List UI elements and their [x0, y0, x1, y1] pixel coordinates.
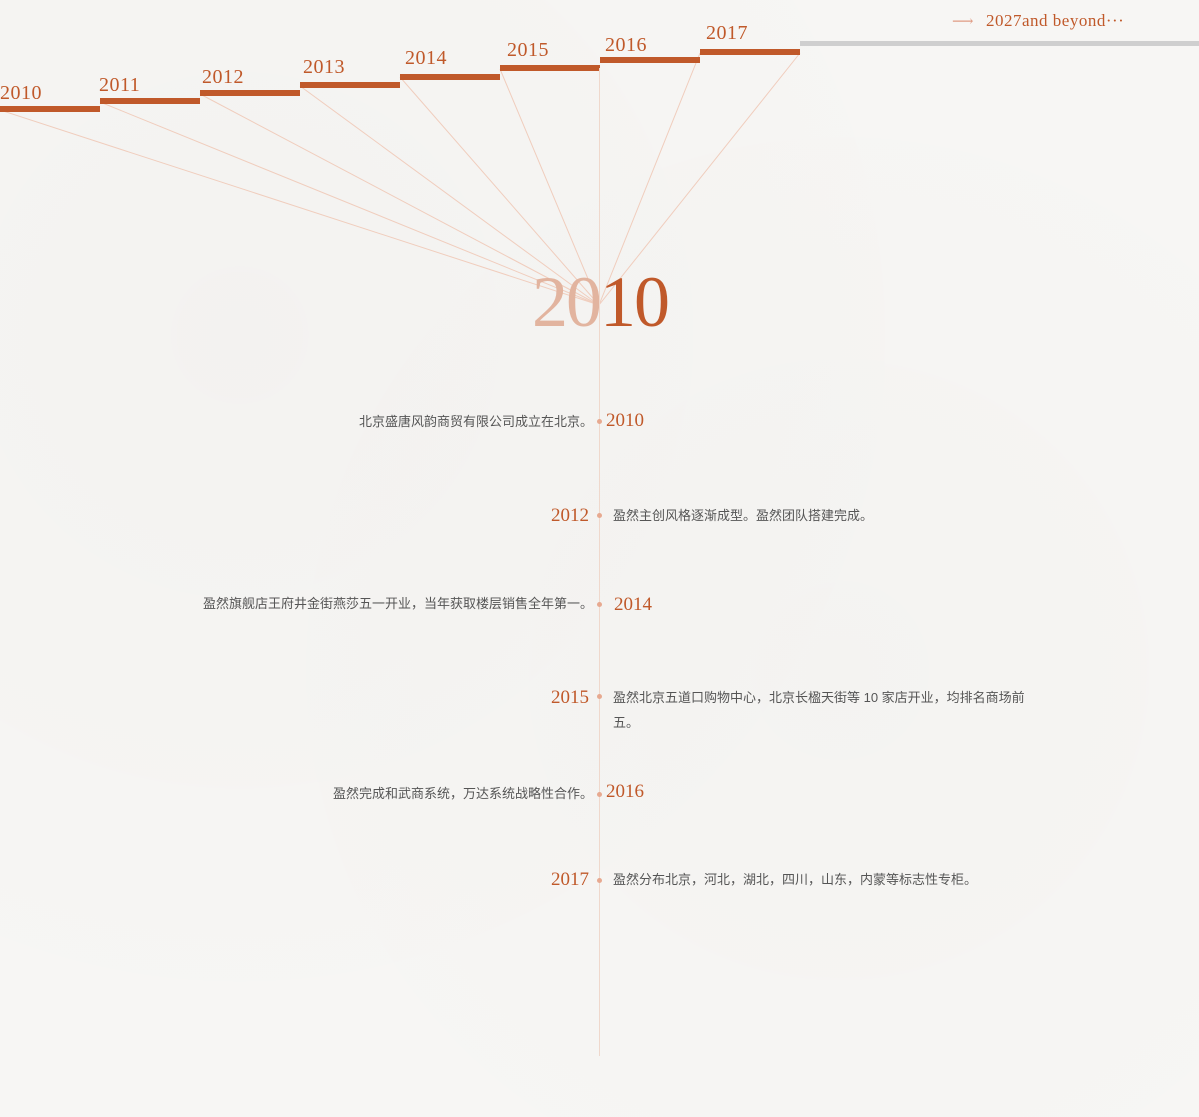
event-year: 2016 [606, 781, 644, 802]
year-tab-2017[interactable]: 2017 [706, 22, 748, 44]
selected-year-part-dark: 10 [600, 262, 670, 342]
future-link[interactable]: ⟶ 2027and beyond··· [952, 11, 1124, 31]
year-tab-2015[interactable]: 2015 [507, 39, 549, 61]
event-year: 2012 [551, 505, 589, 526]
fan-line [0, 109, 600, 306]
year-tab-2014[interactable]: 2014 [405, 47, 447, 69]
event-dot [597, 878, 602, 883]
event-text: 北京盛唐风韵商贸有限公司成立在北京。 [358, 414, 593, 429]
year-tab-2011[interactable]: 2011 [99, 74, 141, 96]
event-dot [597, 513, 602, 518]
event-dot [597, 602, 602, 607]
year-step-2017[interactable] [700, 49, 800, 55]
year-tab-2016[interactable]: 2016 [605, 34, 647, 56]
year-step-2010[interactable] [0, 106, 100, 112]
fan-line [99, 101, 600, 306]
event-text: 盈然主创风格逐渐成型。盈然团队搭建完成。 [613, 508, 874, 523]
event-text: 盈然旗舰店王府井金街燕莎五一开业，当年获取楼层销售全年第一。 [202, 596, 593, 611]
year-step-2015[interactable] [500, 65, 600, 71]
year-tab-2013[interactable]: 2013 [303, 56, 345, 78]
future-label: 2027and beyond··· [986, 11, 1125, 30]
event-dot [597, 419, 602, 424]
event-dot [597, 792, 602, 797]
event-text: 盈然北京五道口购物中心，北京长楹天街等 10 家店开业，均排名商场前五。 [613, 690, 1025, 730]
year-tab-2010[interactable]: 2010 [0, 82, 42, 104]
event-year: 2010 [606, 410, 644, 431]
selected-year: 2010 [532, 262, 670, 342]
event-text: 盈然分布北京，河北，湖北，四川，山东，内蒙等标志性专柜。 [613, 872, 978, 887]
event-year: 2015 [551, 687, 589, 708]
future-bar [800, 41, 1199, 46]
year-step-2013[interactable] [300, 82, 400, 88]
selected-year-part-light: 20 [532, 262, 602, 342]
year-step-2012[interactable] [200, 90, 300, 96]
event-dot [597, 694, 602, 699]
arrow-right-icon: ⟶ [952, 14, 975, 30]
year-step-2016[interactable] [600, 57, 700, 63]
year-step-2014[interactable] [400, 74, 500, 80]
event-year: 2014 [614, 594, 652, 615]
timeline-axis [599, 68, 600, 1056]
event-text: 盈然完成和武商系统，万达系统战略性合作。 [332, 786, 593, 801]
year-step-2011[interactable] [100, 98, 200, 104]
year-tab-2012[interactable]: 2012 [202, 66, 244, 88]
event-year: 2017 [551, 869, 589, 890]
